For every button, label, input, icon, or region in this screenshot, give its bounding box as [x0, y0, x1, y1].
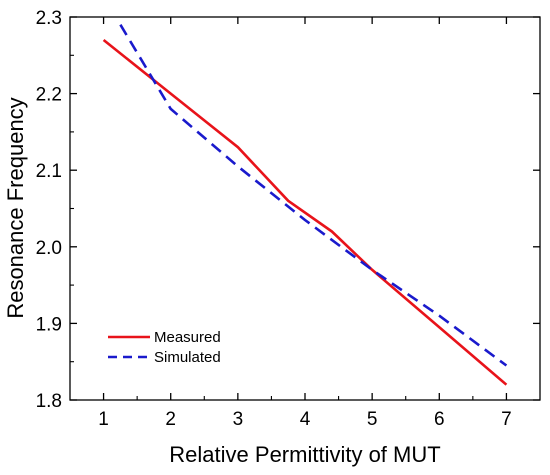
ticks-layer: 1 2 3 4 5 6 7 1.8 1.9 2.0 2.1 2.2 2.3	[36, 8, 540, 430]
x-axis-title: Relative Permittivity of MUT	[169, 442, 440, 467]
y-tick-label: 2.0	[36, 238, 62, 259]
y-tick-label: 2.2	[36, 85, 62, 106]
x-tick-label: 6	[434, 409, 445, 430]
legend-label-measured: Measured	[154, 329, 221, 346]
x-tick-label: 3	[233, 409, 244, 430]
x-tick-label: 5	[367, 409, 378, 430]
y-tick-label: 1.9	[36, 314, 62, 335]
y-tick-label: 2.3	[36, 8, 62, 29]
x-tick-label: 4	[300, 409, 311, 430]
series-layer	[102, 24, 508, 386]
legend-label-simulated: Simulated	[154, 349, 221, 366]
y-axis-title: Resonance Frequency	[3, 97, 28, 318]
x-tick-label: 7	[501, 409, 512, 430]
series-line-simulated	[119, 24, 508, 367]
y-tick-label: 2.1	[36, 161, 62, 182]
plot-frame	[69, 16, 541, 401]
legend: Measured Simulated	[108, 329, 221, 366]
series-line-measured	[102, 38, 508, 386]
x-tick-label: 2	[165, 409, 176, 430]
x-tick-label: 1	[98, 409, 109, 430]
y-tick-label: 1.8	[36, 391, 62, 412]
